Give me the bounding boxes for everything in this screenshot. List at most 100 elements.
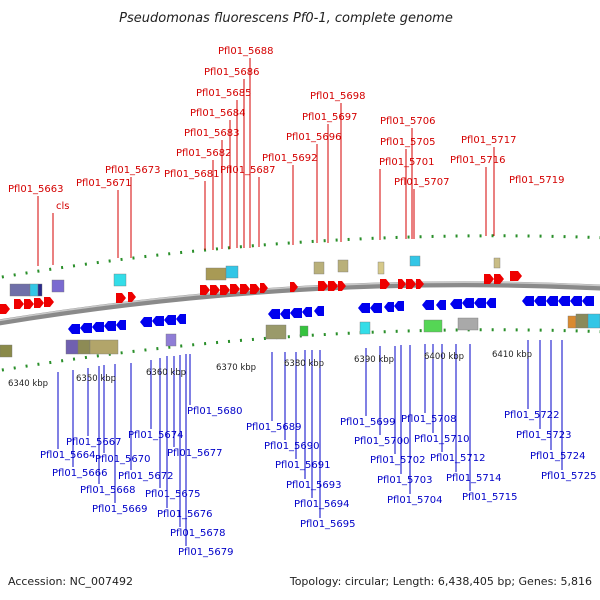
forward-gene-arrow[interactable] bbox=[24, 299, 34, 309]
forward-gene-arrow[interactable] bbox=[116, 293, 126, 303]
forward-gene-arrow[interactable] bbox=[290, 282, 298, 292]
reverse-gene-label[interactable]: Pfl01_5666 bbox=[52, 468, 108, 479]
reverse-gene-label[interactable]: Pfl01_5714 bbox=[446, 473, 502, 484]
reverse-gene-arrow[interactable] bbox=[290, 308, 302, 318]
reverse-gene-arrow[interactable] bbox=[522, 296, 534, 306]
forward-gene-arrow[interactable] bbox=[494, 274, 504, 284]
forward-gene-label[interactable]: Pfl01_5683 bbox=[184, 128, 240, 139]
reverse-gene-arrow[interactable] bbox=[302, 307, 312, 317]
forward-gene-label[interactable]: Pfl01_5671 bbox=[76, 178, 132, 189]
reverse-gene-label[interactable]: Pfl01_5712 bbox=[430, 453, 486, 464]
reverse-gene-label[interactable]: Pfl01_5672 bbox=[118, 471, 174, 482]
forward-gene-label[interactable]: Pfl01_5696 bbox=[286, 132, 342, 143]
reverse-gene-label[interactable]: Pfl01_5715 bbox=[462, 492, 518, 503]
reverse-gene-label[interactable]: Pfl01_5689 bbox=[246, 422, 302, 433]
forward-gene-label[interactable]: Pfl01_5673 bbox=[105, 165, 161, 176]
reverse-gene-arrow[interactable] bbox=[394, 301, 404, 311]
reverse-gene-label[interactable]: Pfl01_5664 bbox=[40, 450, 96, 461]
reverse-gene-label[interactable]: Pfl01_5693 bbox=[286, 480, 342, 491]
forward-gene-arrow[interactable] bbox=[200, 285, 210, 295]
forward-gene-arrow[interactable] bbox=[328, 281, 338, 291]
reverse-gene-arrow[interactable] bbox=[486, 298, 496, 308]
forward-gene-label[interactable]: cls bbox=[56, 201, 70, 212]
reverse-gene-label[interactable]: Pfl01_5677 bbox=[167, 448, 223, 459]
reverse-gene-label[interactable]: Pfl01_5690 bbox=[264, 441, 320, 452]
reverse-gene-label[interactable]: Pfl01_5670 bbox=[95, 454, 151, 465]
reverse-gene-label[interactable]: Pfl01_5724 bbox=[530, 451, 586, 462]
forward-gene-arrow[interactable] bbox=[44, 297, 54, 307]
reverse-gene-label[interactable]: Pfl01_5679 bbox=[178, 547, 234, 558]
forward-gene-arrow[interactable] bbox=[484, 274, 494, 284]
forward-gene-arrow[interactable] bbox=[318, 281, 328, 291]
reverse-gene-label[interactable]: Pfl01_5700 bbox=[354, 436, 410, 447]
reverse-gene-arrow[interactable] bbox=[534, 296, 546, 306]
forward-gene-label[interactable]: Pfl01_5716 bbox=[450, 155, 506, 166]
reverse-gene-arrow[interactable] bbox=[570, 296, 582, 306]
reverse-gene-label[interactable]: Pfl01_5675 bbox=[145, 489, 201, 500]
forward-gene-arrow[interactable] bbox=[416, 279, 424, 289]
forward-gene-arrow[interactable] bbox=[34, 298, 44, 308]
reverse-gene-label[interactable]: Pfl01_5676 bbox=[157, 509, 213, 520]
forward-gene-label[interactable]: Pfl01_5692 bbox=[262, 153, 318, 164]
forward-gene-arrow[interactable] bbox=[380, 279, 390, 289]
forward-gene-arrow[interactable] bbox=[250, 284, 260, 294]
forward-gene-label[interactable]: Pfl01_5719 bbox=[509, 175, 565, 186]
forward-gene-arrow[interactable] bbox=[14, 299, 24, 309]
reverse-gene-label[interactable]: Pfl01_5703 bbox=[377, 475, 433, 486]
reverse-gene-label[interactable]: Pfl01_5723 bbox=[516, 430, 572, 441]
forward-gene-arrow[interactable] bbox=[398, 279, 406, 289]
reverse-gene-arrow[interactable] bbox=[358, 303, 370, 313]
reverse-gene-arrow[interactable] bbox=[462, 298, 474, 308]
forward-gene-arrow[interactable] bbox=[240, 284, 250, 294]
forward-gene-label[interactable]: Pfl01_5707 bbox=[394, 177, 450, 188]
reverse-gene-label[interactable]: Pfl01_5680 bbox=[187, 406, 243, 417]
reverse-gene-label[interactable]: Pfl01_5669 bbox=[92, 504, 148, 515]
reverse-gene-label[interactable]: Pfl01_5674 bbox=[128, 430, 184, 441]
forward-gene-label[interactable]: Pfl01_5681 bbox=[164, 169, 220, 180]
reverse-gene-label[interactable]: Pfl01_5694 bbox=[294, 499, 350, 510]
reverse-gene-label[interactable]: Pfl01_5667 bbox=[66, 437, 122, 448]
reverse-gene-arrow[interactable] bbox=[370, 303, 382, 313]
forward-gene-arrow[interactable] bbox=[220, 285, 230, 295]
forward-gene-arrow[interactable] bbox=[210, 285, 220, 295]
reverse-gene-arrow[interactable] bbox=[80, 323, 92, 333]
reverse-gene-arrow[interactable] bbox=[92, 322, 104, 332]
forward-gene-arrow[interactable] bbox=[0, 304, 10, 314]
forward-gene-label[interactable]: Pfl01_5663 bbox=[8, 184, 64, 195]
forward-gene-label[interactable]: Pfl01_5686 bbox=[204, 67, 260, 78]
forward-gene-arrow[interactable] bbox=[230, 284, 240, 294]
forward-gene-arrow[interactable] bbox=[510, 271, 522, 281]
forward-gene-label[interactable]: Pfl01_5697 bbox=[302, 112, 358, 123]
reverse-gene-arrow[interactable] bbox=[140, 317, 152, 327]
reverse-gene-arrow[interactable] bbox=[104, 321, 116, 331]
forward-gene-arrow[interactable] bbox=[338, 281, 346, 291]
forward-gene-arrow[interactable] bbox=[128, 292, 136, 302]
forward-gene-label[interactable]: Pfl01_5705 bbox=[380, 137, 436, 148]
reverse-gene-arrow[interactable] bbox=[164, 315, 176, 325]
forward-gene-arrow[interactable] bbox=[260, 283, 268, 293]
reverse-gene-label[interactable]: Pfl01_5704 bbox=[387, 495, 443, 506]
reverse-gene-arrow[interactable] bbox=[268, 309, 280, 319]
reverse-gene-label[interactable]: Pfl01_5699 bbox=[340, 417, 396, 428]
reverse-gene-arrow[interactable] bbox=[474, 298, 486, 308]
reverse-gene-arrow[interactable] bbox=[116, 320, 126, 330]
reverse-gene-arrow[interactable] bbox=[384, 302, 394, 312]
forward-gene-label[interactable]: Pfl01_5688 bbox=[218, 46, 274, 57]
reverse-gene-label[interactable]: Pfl01_5691 bbox=[275, 460, 331, 471]
reverse-gene-label[interactable]: Pfl01_5708 bbox=[401, 414, 457, 425]
reverse-gene-label[interactable]: Pfl01_5678 bbox=[170, 528, 226, 539]
reverse-gene-label[interactable]: Pfl01_5725 bbox=[541, 471, 597, 482]
reverse-gene-arrow[interactable] bbox=[152, 316, 164, 326]
forward-gene-label[interactable]: Pfl01_5701 bbox=[379, 157, 435, 168]
reverse-gene-arrow[interactable] bbox=[582, 296, 594, 306]
reverse-gene-arrow[interactable] bbox=[436, 300, 446, 310]
reverse-gene-label[interactable]: Pfl01_5668 bbox=[80, 485, 136, 496]
reverse-gene-arrow[interactable] bbox=[314, 306, 324, 316]
forward-gene-label[interactable]: Pfl01_5685 bbox=[196, 88, 252, 99]
reverse-gene-arrow[interactable] bbox=[450, 299, 462, 309]
reverse-gene-arrow[interactable] bbox=[422, 300, 434, 310]
forward-gene-label[interactable]: Pfl01_5682 bbox=[176, 148, 232, 159]
reverse-gene-arrow[interactable] bbox=[176, 314, 186, 324]
forward-gene-label[interactable]: Pfl01_5687 bbox=[220, 165, 276, 176]
reverse-gene-arrow[interactable] bbox=[546, 296, 558, 306]
